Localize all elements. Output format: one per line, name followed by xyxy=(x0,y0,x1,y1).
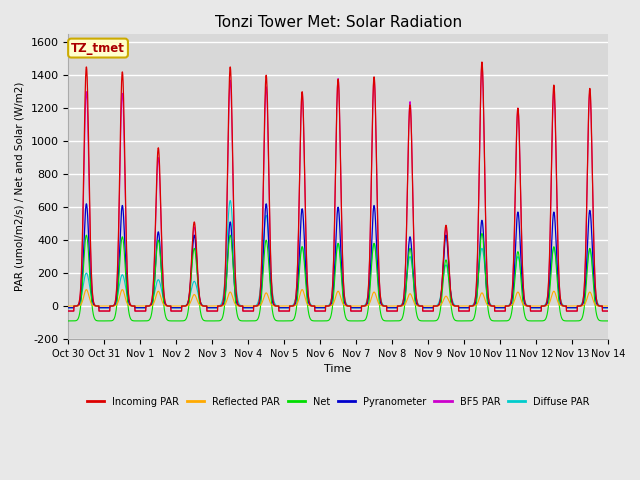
Y-axis label: PAR (umol/m2/s) / Net and Solar (W/m2): PAR (umol/m2/s) / Net and Solar (W/m2) xyxy=(15,82,25,291)
Legend: Incoming PAR, Reflected PAR, Net, Pyranometer, BF5 PAR, Diffuse PAR: Incoming PAR, Reflected PAR, Net, Pyrano… xyxy=(83,393,593,410)
Text: TZ_tmet: TZ_tmet xyxy=(71,42,125,55)
X-axis label: Time: Time xyxy=(324,364,352,374)
Title: Tonzi Tower Met: Solar Radiation: Tonzi Tower Met: Solar Radiation xyxy=(214,15,461,30)
